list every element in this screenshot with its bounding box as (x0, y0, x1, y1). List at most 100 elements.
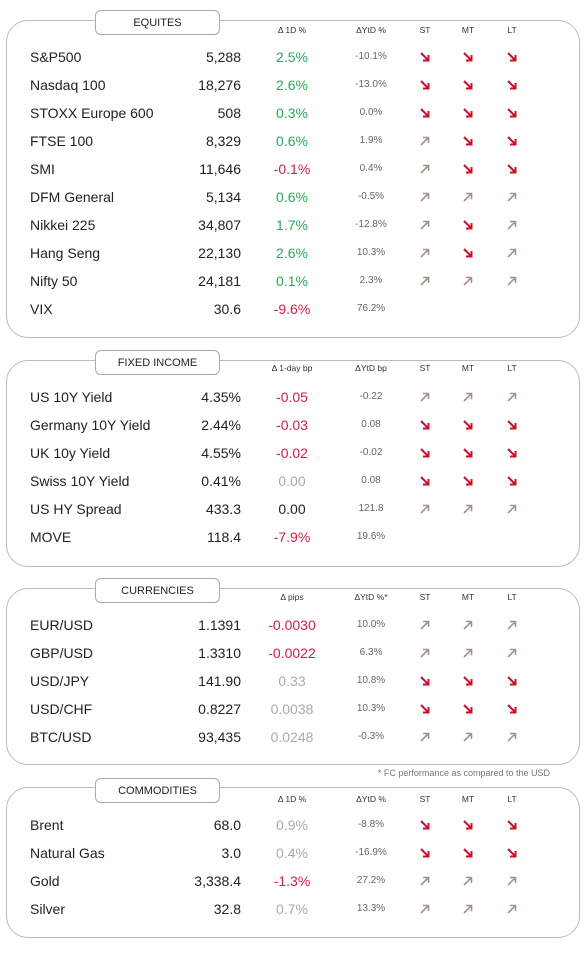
section-title: COMMODITIES (95, 778, 220, 803)
row-name: Nifty 50 (30, 273, 78, 289)
row-ytd: 2.3% (359, 275, 383, 286)
row-change: -0.02 (276, 445, 308, 461)
column-header: ST (419, 362, 431, 373)
section-panel (6, 20, 580, 338)
trend-arrow-down (463, 80, 473, 90)
row-ytd: -12.8% (355, 219, 387, 230)
row-change: 0.00 (278, 501, 306, 517)
row-ytd: -13.0% (355, 79, 387, 90)
row-change: 0.3% (276, 105, 308, 121)
trend-arrow-down (507, 476, 517, 486)
row-change: 0.6% (276, 133, 308, 149)
trend-arrow-up (420, 620, 430, 630)
trend-arrow-down (420, 80, 430, 90)
trend-arrow-up (507, 648, 517, 658)
row-change: 0.6% (276, 189, 308, 205)
trend-arrow-up (463, 648, 473, 658)
row-name: VIX (30, 301, 53, 317)
row-ytd: 6.3% (359, 647, 383, 658)
trend-arrow-up (420, 504, 430, 514)
row-change: 0.1% (276, 273, 308, 289)
trend-arrow-up (507, 732, 517, 742)
trend-arrow-up (420, 276, 430, 286)
row-value: 433.3 (205, 501, 241, 517)
row-change: -7.9% (273, 529, 311, 545)
section-title: FIXED INCOME (95, 350, 220, 375)
row-value: 2.44% (201, 417, 241, 433)
row-ytd: -0.02 (359, 447, 383, 458)
column-header: Δ 1D % (277, 793, 307, 804)
row-name: Swiss 10Y Yield (30, 473, 130, 489)
row-ytd: -16.9% (355, 847, 387, 858)
row-value: 141.90 (198, 673, 241, 689)
trend-arrow-down (420, 52, 430, 62)
column-header: ΔYtD % (356, 24, 386, 35)
row-value: 0.8227 (198, 701, 241, 717)
row-value: 4.35% (201, 389, 241, 405)
trend-arrow-down (507, 136, 517, 146)
column-header: ST (419, 24, 431, 35)
trend-arrow-down (463, 820, 473, 830)
section-title: EQUITES (95, 10, 220, 35)
row-ytd: 1.9% (359, 135, 383, 146)
row-name: Nikkei 225 (30, 217, 96, 233)
row-value: 34,807 (198, 217, 241, 233)
row-value: 508 (217, 105, 241, 121)
row-name: US HY Spread (30, 501, 122, 517)
row-name: DFM General (30, 189, 115, 205)
trend-arrow-down (420, 108, 430, 118)
trend-arrow-down (463, 476, 473, 486)
trend-arrow-up (420, 904, 430, 914)
trend-arrow-up (420, 732, 430, 742)
trend-arrow-up (507, 904, 517, 914)
trend-arrow-up (420, 220, 430, 230)
trend-arrow-up (463, 904, 473, 914)
column-header: LT (507, 793, 517, 804)
trend-arrow-up (507, 504, 517, 514)
trend-arrow-down (463, 448, 473, 458)
column-header: MT (461, 793, 475, 804)
row-ytd: 0.08 (361, 419, 381, 430)
trend-arrow-down (507, 820, 517, 830)
trend-arrow-down (507, 52, 517, 62)
row-ytd: -0.5% (357, 191, 385, 202)
row-ytd: 13.3% (356, 903, 386, 914)
row-value: 24,181 (198, 273, 241, 289)
row-value: 3,338.4 (194, 873, 241, 889)
trend-arrow-up (463, 504, 473, 514)
row-value: 0.41% (201, 473, 241, 489)
row-value: 11,646 (199, 161, 241, 177)
trend-arrow-down (420, 420, 430, 430)
row-name: SMI (30, 161, 55, 177)
row-ytd: -0.3% (357, 731, 385, 742)
row-name: STOXX Europe 600 (30, 105, 154, 121)
trend-arrow-up (420, 248, 430, 258)
row-name: FTSE 100 (30, 133, 94, 149)
trend-arrow-down (463, 704, 473, 714)
trend-arrow-down (463, 136, 473, 146)
row-ytd: 0.0% (359, 107, 383, 118)
trend-arrow-down (507, 164, 517, 174)
trend-arrow-up (507, 192, 517, 202)
column-header: ΔYtD % (356, 793, 386, 804)
row-change: 2.6% (276, 245, 308, 261)
trend-arrow-up (420, 392, 430, 402)
row-ytd: -8.8% (357, 819, 385, 830)
column-header: Δ 1D % (277, 24, 307, 35)
row-value: 93,435 (198, 729, 241, 745)
row-change: -9.6% (273, 301, 311, 317)
trend-arrow-down (420, 448, 430, 458)
trend-arrow-up (463, 876, 473, 886)
trend-arrow-down (507, 80, 517, 90)
trend-arrow-down (420, 704, 430, 714)
row-change: 2.5% (276, 49, 308, 65)
trend-arrow-up (507, 620, 517, 630)
trend-arrow-up (463, 192, 473, 202)
row-value: 30.6 (213, 301, 241, 317)
trend-arrow-up (420, 164, 430, 174)
trend-arrow-down (507, 704, 517, 714)
trend-arrow-down (507, 848, 517, 858)
column-header: ST (419, 591, 431, 602)
row-name: EUR/USD (30, 617, 94, 633)
